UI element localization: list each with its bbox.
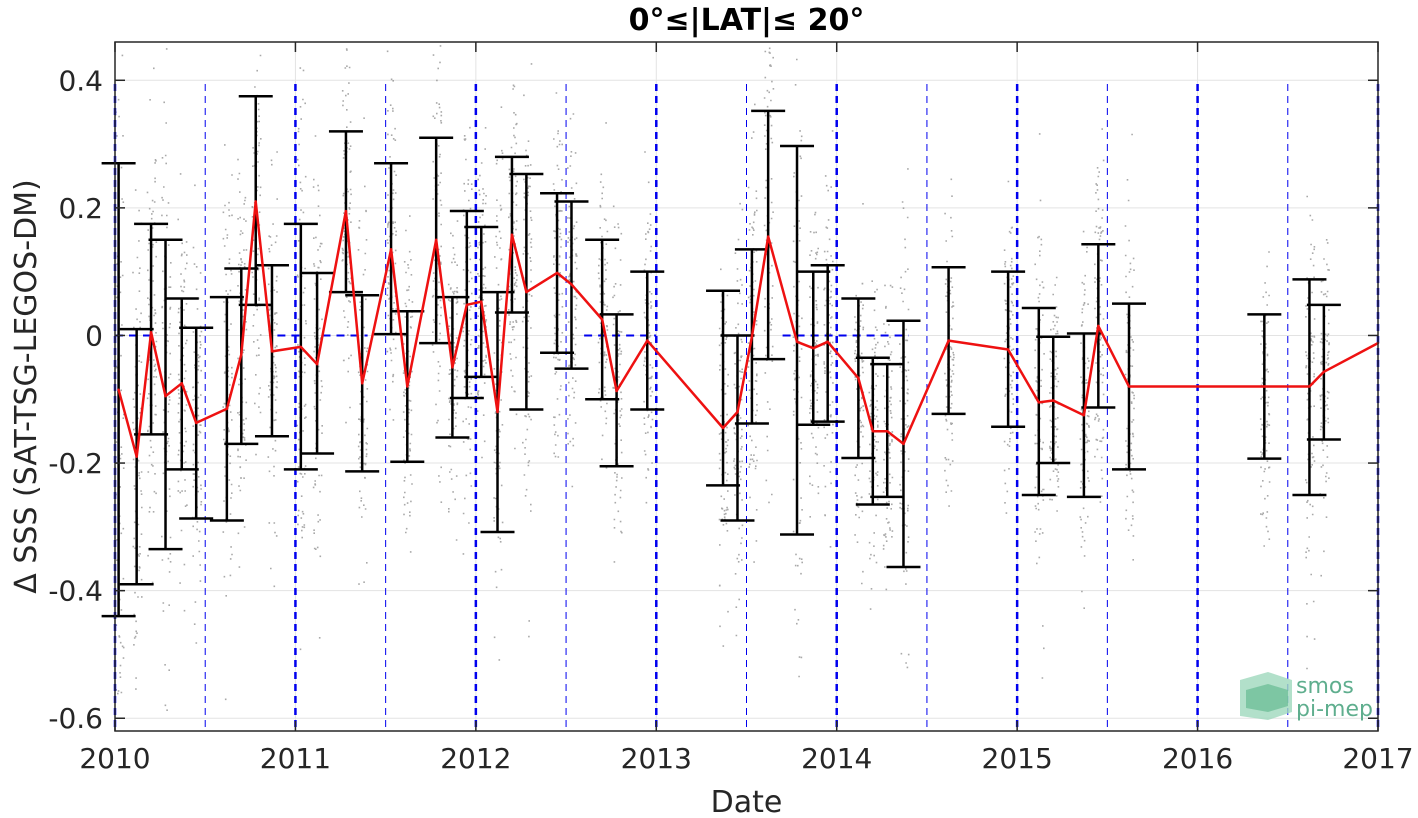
mean-point — [646, 339, 649, 342]
mean-point — [1127, 385, 1131, 388]
mean-point — [1322, 370, 1326, 374]
y-tick-label: 0.2 — [58, 192, 103, 225]
mean-point — [1263, 385, 1266, 388]
mean-point — [315, 362, 319, 366]
mean-line-series — [117, 200, 1380, 458]
mean-point — [570, 283, 573, 286]
mean-point — [886, 429, 889, 433]
mean-point — [135, 455, 138, 458]
y-axis-title: Δ SSS (SAT-TSG-LEGOS-DM) — [9, 179, 44, 593]
mean-point — [406, 385, 409, 388]
axis-ticks: 2010 2011 2012 2013 2014 2015 2016 2017 0.4 0.2 0 -… — [48, 42, 1414, 775]
x-tick-label: 2013 — [621, 742, 692, 775]
mean-point — [795, 340, 799, 344]
chart-title: 0°≤|LAT|≤ 20° — [629, 3, 865, 38]
x-tick-label: 2011 — [260, 742, 331, 775]
mean-point — [164, 394, 167, 398]
x-tick-label: 2010 — [79, 742, 150, 775]
mean-point — [360, 382, 364, 385]
mean-point — [857, 377, 860, 380]
mean-point — [270, 350, 274, 353]
x-tick-label: 2012 — [440, 742, 511, 775]
mean-point — [826, 340, 829, 344]
error-bar — [706, 289, 741, 487]
mean-point — [149, 331, 153, 334]
y-tick-label: -0.2 — [48, 447, 103, 480]
reference-lines — [113, 84, 1380, 731]
y-tick-label: -0.6 — [48, 702, 103, 735]
mean-point — [1308, 385, 1311, 388]
mean-point — [240, 353, 243, 356]
mean-point — [480, 300, 483, 303]
logo-wave-icon — [1246, 684, 1288, 712]
mean-point — [434, 238, 438, 241]
mean-point — [902, 442, 905, 446]
plot-area-frame — [114, 41, 1379, 732]
mean-point — [194, 421, 198, 425]
mean-point — [225, 407, 229, 411]
y-tick-label: -0.4 — [48, 575, 103, 608]
mean-point — [871, 429, 874, 433]
logo-text-line1: smos — [1296, 674, 1354, 699]
mean-point — [465, 303, 469, 307]
error-bars — [101, 94, 1341, 618]
error-bar — [751, 109, 786, 361]
mean-point — [344, 209, 348, 213]
mean-point — [766, 235, 770, 238]
mean-point — [510, 233, 514, 236]
mean-point — [299, 345, 303, 349]
x-axis-title: Date — [711, 785, 783, 818]
mean-line — [117, 200, 1379, 458]
mean-point — [812, 347, 815, 350]
x-tick-label: 2014 — [801, 742, 872, 775]
mean-point — [615, 389, 618, 393]
mean-point — [180, 382, 183, 385]
mean-point — [451, 366, 454, 369]
y-tick-label: 0.4 — [58, 64, 103, 97]
mean-point — [947, 339, 950, 342]
x-tick-label: 2016 — [1162, 742, 1233, 775]
mean-point — [254, 200, 257, 203]
mean-point — [1052, 399, 1055, 402]
mean-point — [736, 410, 739, 414]
mean-point — [496, 410, 499, 414]
smos-pi-mep-logo: smos pi-mep — [1240, 672, 1373, 722]
mean-point — [117, 388, 120, 391]
mean-point — [1037, 401, 1040, 404]
mean-point — [1097, 324, 1100, 328]
mean-point — [1006, 348, 1010, 351]
x-tick-label: 2017 — [1342, 742, 1413, 775]
mean-point — [389, 248, 393, 251]
mean-point — [525, 290, 528, 294]
mean-point — [750, 335, 754, 338]
mean-point — [721, 426, 725, 430]
logo-text-line2: pi-mep — [1296, 697, 1373, 722]
error-bar — [720, 334, 755, 522]
mean-point — [555, 271, 559, 275]
y-tick-label: 0 — [85, 319, 103, 352]
x-tick-label: 2015 — [982, 742, 1053, 775]
mean-point — [1082, 414, 1086, 417]
mean-point — [600, 318, 604, 321]
